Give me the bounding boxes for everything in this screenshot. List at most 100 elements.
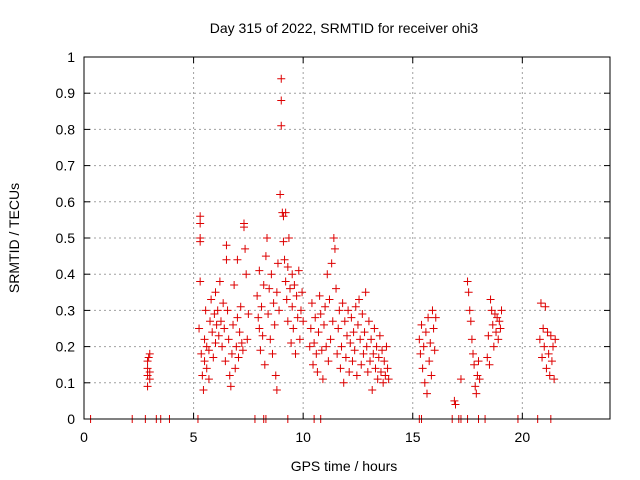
data-point xyxy=(550,375,559,384)
x-tick-label: 0 xyxy=(80,429,88,445)
data-point xyxy=(366,357,375,366)
y-axis-ticks: 0 0.1 0.2 0.3 0.4 0.5 0.6 0.7 0.8 0.9 1 xyxy=(56,49,610,427)
data-point xyxy=(495,317,504,326)
data-point xyxy=(328,317,337,326)
data-point xyxy=(317,346,326,355)
data-point xyxy=(207,295,216,304)
data-point xyxy=(277,121,286,130)
data-point xyxy=(221,357,230,366)
data-point xyxy=(324,357,333,366)
data-point xyxy=(306,324,315,333)
y-tick-label: 0.2 xyxy=(56,339,76,355)
data-point xyxy=(353,320,362,329)
x-tick-label: 20 xyxy=(515,429,531,445)
data-point xyxy=(298,288,307,297)
data-point xyxy=(318,375,327,384)
data-point xyxy=(288,302,297,311)
data-point xyxy=(284,234,293,242)
data-point xyxy=(286,284,295,293)
data-point xyxy=(429,324,438,333)
data-point xyxy=(313,367,322,376)
data-point xyxy=(332,284,341,293)
data-point xyxy=(374,353,383,362)
data-point xyxy=(330,244,339,253)
data-point xyxy=(341,353,350,362)
data-point xyxy=(368,386,377,395)
data-point xyxy=(427,371,436,380)
data-point xyxy=(364,317,373,326)
y-tick-label: 0.1 xyxy=(56,375,76,391)
y-tick-label: 0.9 xyxy=(56,85,76,101)
data-point xyxy=(283,317,292,326)
y-tick-label: 0.8 xyxy=(56,121,76,137)
data-point xyxy=(202,364,211,373)
data-point xyxy=(337,342,346,351)
data-point xyxy=(541,302,550,311)
data-point xyxy=(424,313,433,322)
data-point xyxy=(235,328,244,337)
data-point xyxy=(345,367,354,376)
data-point xyxy=(338,299,347,308)
data-point xyxy=(265,284,274,293)
data-point xyxy=(363,367,372,376)
x-tick-label: 15 xyxy=(405,429,421,445)
data-point xyxy=(339,378,348,387)
data-point xyxy=(450,396,459,405)
data-point xyxy=(294,266,303,275)
data-point xyxy=(261,252,270,261)
data-point xyxy=(272,386,281,395)
x-tick-label: 5 xyxy=(190,429,198,445)
data-point xyxy=(296,306,305,315)
data-point xyxy=(295,335,304,344)
data-point xyxy=(384,375,393,384)
data-point xyxy=(544,349,553,358)
data-point xyxy=(273,259,282,268)
data-point xyxy=(425,357,434,366)
data-point xyxy=(272,288,281,297)
data-point xyxy=(196,277,205,286)
data-point xyxy=(215,277,224,286)
data-point xyxy=(223,306,232,315)
data-point xyxy=(383,364,392,373)
data-point xyxy=(319,320,328,329)
data-point xyxy=(229,320,238,329)
data-point xyxy=(336,364,345,373)
data-point xyxy=(492,328,501,337)
data-point xyxy=(334,324,343,333)
data-point xyxy=(266,335,275,344)
data-point xyxy=(419,342,428,351)
data-point xyxy=(197,349,206,358)
data-point xyxy=(347,313,356,322)
data-point xyxy=(359,349,368,358)
data-point xyxy=(288,270,297,279)
data-point xyxy=(195,324,204,333)
data-point xyxy=(415,335,424,344)
data-point xyxy=(206,317,215,326)
data-point xyxy=(485,360,494,369)
data-point xyxy=(305,342,314,351)
data-point xyxy=(213,306,222,315)
data-point xyxy=(144,353,153,362)
data-point xyxy=(241,244,250,253)
data-point xyxy=(290,281,299,290)
data-point xyxy=(346,338,355,347)
data-point xyxy=(211,288,220,297)
data-point xyxy=(551,335,560,344)
x-axis-label: GPS time / hours xyxy=(291,458,398,474)
data-point xyxy=(293,313,302,322)
data-point xyxy=(381,371,390,380)
data-point xyxy=(497,306,506,315)
data-point xyxy=(545,371,554,380)
data-point xyxy=(418,364,427,373)
data-point xyxy=(145,367,154,376)
data-point xyxy=(373,375,382,384)
data-point xyxy=(310,338,319,347)
data-point xyxy=(196,212,205,221)
data-point xyxy=(323,270,332,279)
data-point xyxy=(218,342,227,351)
x-axis-ticks: 0 5 10 15 20 xyxy=(80,57,530,445)
data-point xyxy=(367,335,376,344)
data-point xyxy=(358,310,367,319)
data-point xyxy=(309,360,318,369)
data-point xyxy=(536,299,545,308)
